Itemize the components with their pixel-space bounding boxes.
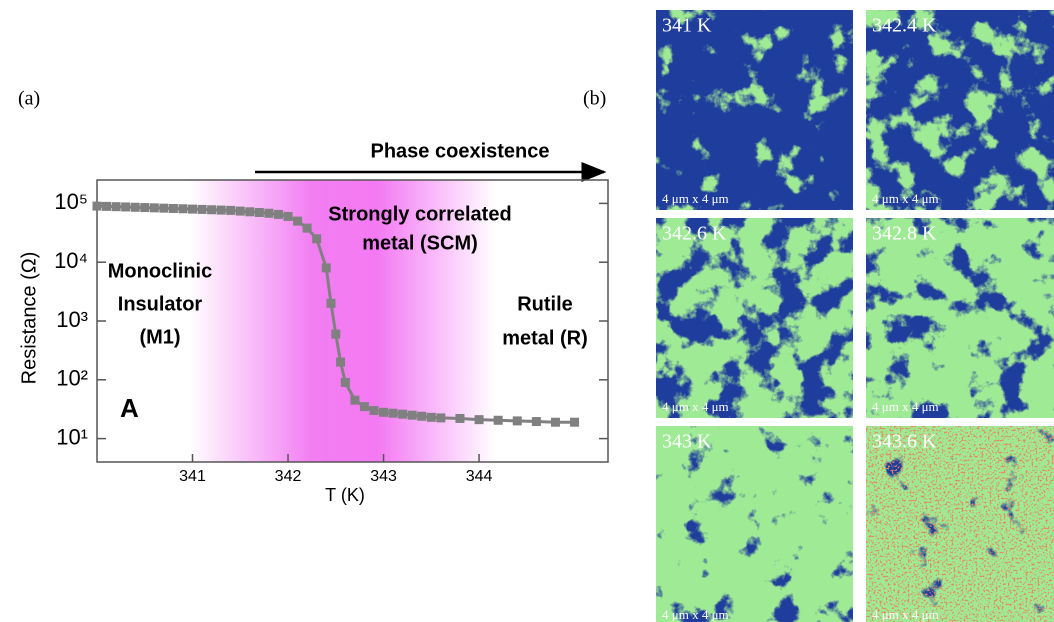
map-label: 343 K xyxy=(662,431,712,453)
data-point xyxy=(388,408,398,418)
y-tick-label: 10² xyxy=(56,366,88,391)
data-point xyxy=(188,204,198,214)
data-point xyxy=(474,415,484,425)
x-tick-label: 342 xyxy=(275,468,302,485)
map-label: 343.6 K xyxy=(872,431,937,453)
data-line xyxy=(96,204,575,424)
annotation: Monoclinic xyxy=(108,260,212,282)
x-tick-label: 344 xyxy=(466,468,493,485)
data-point xyxy=(283,211,293,221)
map-texture xyxy=(656,426,853,622)
data-point xyxy=(359,402,369,412)
data-point xyxy=(531,417,541,427)
data-point xyxy=(273,209,283,219)
data-point xyxy=(226,205,236,215)
data-point xyxy=(130,202,140,212)
map-texture xyxy=(866,218,1054,418)
data-point xyxy=(302,223,312,233)
x-tick-label: 343 xyxy=(370,468,397,485)
data-point xyxy=(168,203,178,213)
data-point xyxy=(350,395,360,405)
thermal-map: 342.4 K 4 μm x 4 μm xyxy=(866,10,1054,210)
thermal-map: 341 K 4 μm x 4 μm xyxy=(656,10,853,210)
data-point xyxy=(149,203,159,213)
map-label: 341 K xyxy=(662,15,712,37)
data-point xyxy=(312,234,322,244)
data-point xyxy=(159,203,169,213)
thermal-map: 343.6 K 4 μm x 4 μm xyxy=(866,426,1054,622)
x-axis-label: T (K) xyxy=(325,485,365,505)
data-point xyxy=(455,413,465,423)
data-point xyxy=(407,410,417,420)
data-point xyxy=(336,357,346,367)
data-point xyxy=(178,204,188,214)
data-point xyxy=(111,202,121,212)
data-point xyxy=(207,205,217,215)
annotation: Rutile xyxy=(517,293,573,315)
map-label: 342.4 K xyxy=(872,15,937,37)
y-tick-label: 10³ xyxy=(56,307,88,332)
data-point xyxy=(321,263,331,273)
data-point xyxy=(493,415,503,425)
map-scale: 4 μm x 4 μm xyxy=(662,191,729,206)
data-point xyxy=(512,416,522,426)
map-scale: 4 μm x 4 μm xyxy=(872,607,939,622)
data-point xyxy=(570,417,580,427)
annotation: (M1) xyxy=(139,326,180,348)
data-point xyxy=(197,204,207,214)
data-point xyxy=(417,411,427,421)
map-scale: 4 μm x 4 μm xyxy=(872,191,939,206)
panel-label: (b) xyxy=(583,88,606,110)
phase-background xyxy=(97,180,608,462)
data-point xyxy=(254,208,264,218)
map-scale: 4 μm x 4 μm xyxy=(662,607,729,622)
x-tick-label: 341 xyxy=(179,468,206,485)
y-axis-label: Resistance (Ω) xyxy=(18,252,40,385)
data-point xyxy=(379,407,389,417)
data-point xyxy=(216,205,226,215)
y-tick-label: 10⁴ xyxy=(54,248,88,273)
data-point xyxy=(331,329,341,339)
thermal-map: 342.8 K 4 μm x 4 μm xyxy=(866,218,1054,418)
data-point xyxy=(235,206,245,216)
data-point xyxy=(92,201,102,211)
map-scale: 4 μm x 4 μm xyxy=(662,399,729,414)
data-point xyxy=(369,406,379,416)
data-point xyxy=(293,216,303,226)
data-point xyxy=(340,377,350,387)
data-point xyxy=(426,412,436,422)
data-point xyxy=(121,202,131,212)
map-texture xyxy=(656,10,853,210)
annotation: Insulator xyxy=(118,293,203,315)
annotation: metal (R) xyxy=(502,327,588,349)
panel-label: (a) xyxy=(18,88,40,110)
annotation: A xyxy=(120,393,139,423)
thermal-map: 343 K 4 μm x 4 μm xyxy=(656,426,853,622)
data-point xyxy=(326,298,336,308)
map-texture xyxy=(866,10,1054,210)
annotation: Strongly correlated xyxy=(328,203,511,225)
data-point xyxy=(245,207,255,217)
map-scale: 4 μm x 4 μm xyxy=(872,399,939,414)
map-hotspots xyxy=(866,426,1054,622)
data-point xyxy=(102,201,112,211)
data-point xyxy=(398,409,408,419)
thermal-map: 342.6 K 4 μm x 4 μm xyxy=(656,218,853,418)
data-point xyxy=(436,413,446,423)
map-label: 342.8 K xyxy=(872,223,937,245)
map-label: 342.6 K xyxy=(662,223,727,245)
data-point xyxy=(140,203,150,213)
y-tick-label: 10¹ xyxy=(56,424,88,449)
data-point xyxy=(264,208,274,218)
annotation: Phase coexistence xyxy=(371,140,550,162)
y-tick-label: 10⁵ xyxy=(54,189,88,214)
annotation: metal (SCM) xyxy=(362,232,478,254)
data-point xyxy=(550,417,560,427)
map-texture xyxy=(656,218,853,418)
